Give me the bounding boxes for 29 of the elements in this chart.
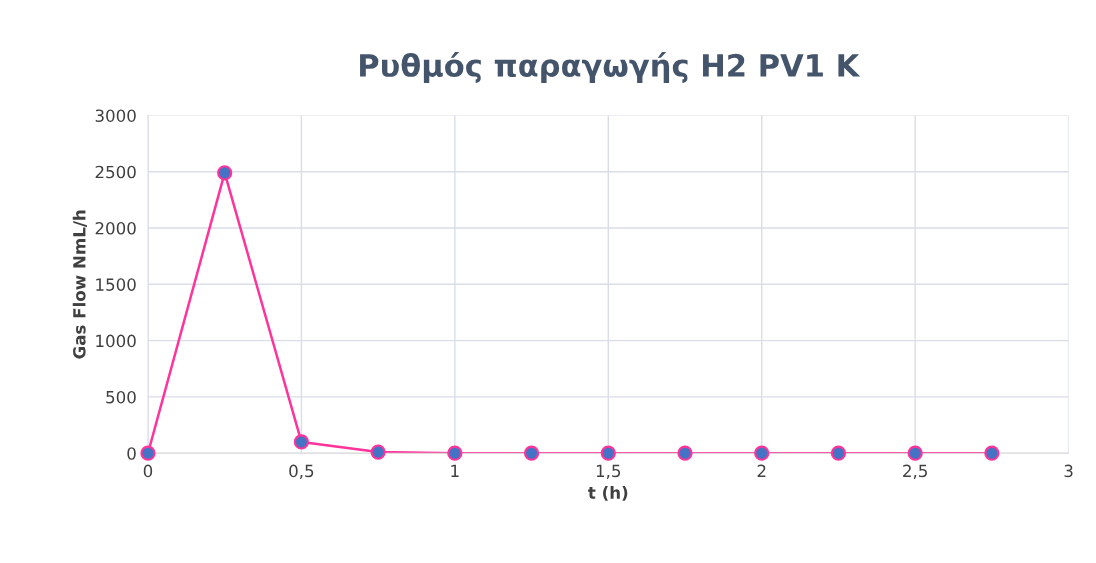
x-tick-label: 2,5 (903, 464, 927, 479)
x-axis-title: t (h) (588, 486, 628, 501)
point (447, 445, 463, 461)
chart-title: Ρυθμός παραγωγής H2 PV1 K (360, 52, 861, 83)
point (984, 445, 1000, 461)
point (140, 445, 156, 461)
y-tick-label: 500 (106, 390, 136, 404)
x-tick-label: 1 (451, 464, 459, 477)
point (523, 445, 540, 461)
x-tick-label: 1,5 (596, 464, 621, 479)
y-tick-label: 1500 (96, 278, 136, 291)
point (370, 444, 386, 460)
y-tick-label: 0 (127, 447, 136, 460)
y-tick-label: 3000 (95, 109, 136, 122)
point (830, 445, 847, 461)
point (293, 434, 310, 450)
y-tick-label: 2500 (95, 165, 136, 179)
point (677, 445, 693, 461)
point (754, 445, 770, 461)
point (907, 445, 923, 461)
x-tick-label: 2 (757, 464, 766, 477)
y-tick-label: 2000 (95, 221, 136, 235)
y-axis-title: Gas Flow NmL/h (72, 210, 87, 359)
x-tick-label: 0 (143, 464, 153, 478)
x-tick-label: 3 (1064, 464, 1073, 478)
y-tick-label: 1000 (96, 334, 136, 348)
point (600, 445, 616, 461)
x-tick-label: 0,5 (289, 464, 314, 479)
point (217, 165, 233, 181)
